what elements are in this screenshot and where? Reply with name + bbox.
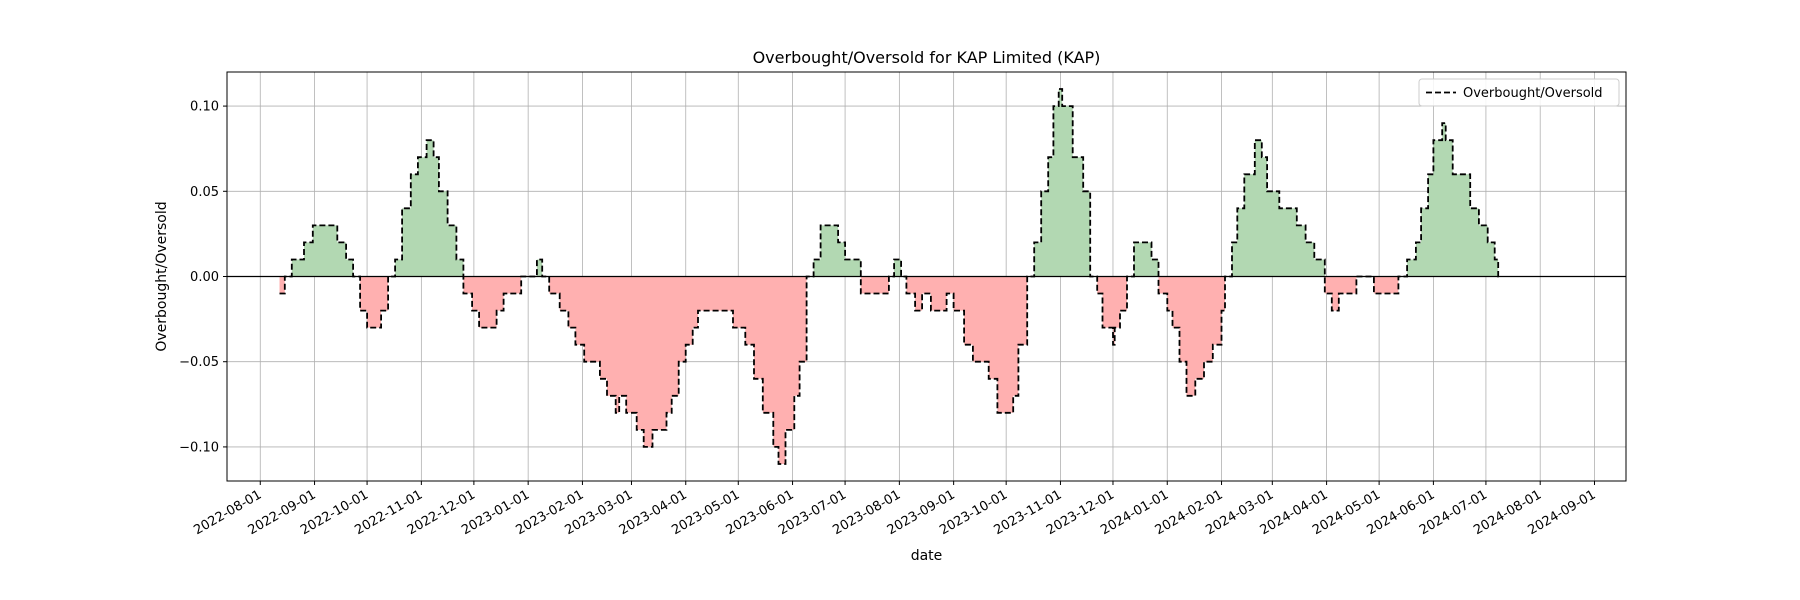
oversold-fill — [860, 276, 889, 294]
y-tick-label: 0.00 — [190, 270, 219, 285]
overbought-fill — [395, 140, 464, 277]
series-line — [279, 88, 1502, 465]
x-axis-label: date — [911, 548, 943, 564]
overbought-fill — [536, 259, 543, 277]
overbought-fill — [813, 225, 861, 277]
oversold-fill — [463, 276, 522, 328]
y-axis: −0.10 −0.05 0.00 0.05 0.10 — [179, 100, 227, 455]
oversold-fill — [1158, 276, 1225, 396]
overbought-fill — [1034, 89, 1091, 277]
y-tick-label: −0.10 — [179, 440, 219, 455]
overbought-fill — [291, 225, 354, 277]
y-tick-label: 0.10 — [190, 100, 219, 115]
overbought-fill — [1134, 242, 1159, 277]
legend-box — [1418, 78, 1620, 107]
chart-title: Overbought/Oversold for KAP Limited (KAP… — [753, 48, 1101, 67]
y-axis-label: Overbought/Oversold — [154, 201, 170, 351]
overbought-fill — [894, 259, 902, 277]
overbought-fill — [1407, 123, 1499, 277]
y-tick-label: 0.05 — [190, 185, 219, 200]
legend-label: Overbought/Oversold — [1463, 86, 1603, 101]
legend: Overbought/Oversold — [1418, 78, 1620, 107]
oversold-fill — [1097, 276, 1127, 345]
y-tick-label: −0.05 — [179, 355, 219, 370]
oversold-fill — [1373, 276, 1399, 294]
oversold-fill — [279, 276, 285, 294]
